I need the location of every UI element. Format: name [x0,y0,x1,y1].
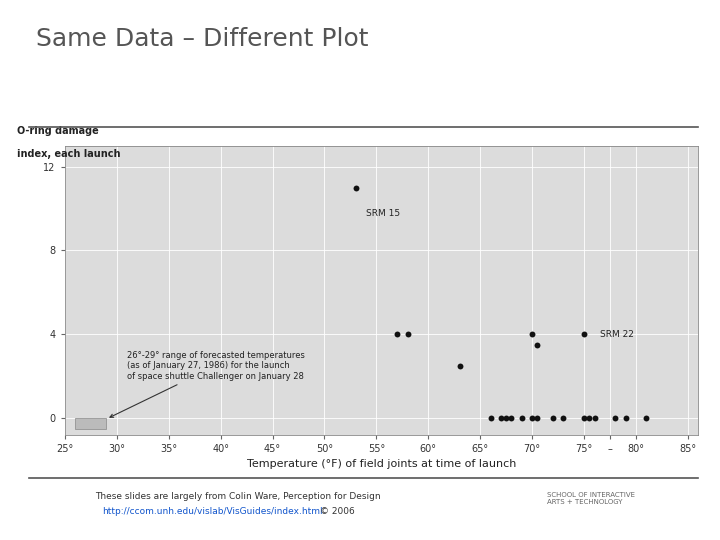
Text: 26°-29° range of forecasted temperatures
(as of January 27, 1986) for the launch: 26°-29° range of forecasted temperatures… [110,351,305,417]
Point [578,414,590,422]
Bar [75,418,107,429]
Text: index, each launch: index, each launch [17,148,121,159]
Text: SRM 15: SRM 15 [366,208,400,218]
Point [531,414,543,422]
Point [526,330,538,339]
Point [641,414,652,422]
Point [578,330,590,339]
Point [531,340,543,349]
Point [495,414,507,422]
Point [526,414,538,422]
Point [584,414,595,422]
Point [547,414,559,422]
Point [350,184,361,192]
Point [557,414,569,422]
Point [500,414,512,422]
Text: © 2006: © 2006 [320,507,355,516]
Point [610,414,621,422]
Point [620,414,631,422]
Point [392,330,403,339]
Point [454,361,465,370]
Point [402,330,413,339]
Point [516,414,528,422]
Text: These slides are largely from Colin Ware, Perception for Design: These slides are largely from Colin Ware… [95,492,380,502]
Text: O-ring damage: O-ring damage [17,126,99,136]
Point [505,414,517,422]
Text: SRM 22: SRM 22 [600,330,634,339]
Text: SCHOOL OF INTERACTIVE
ARTS + TECHNOLOGY: SCHOOL OF INTERACTIVE ARTS + TECHNOLOGY [547,492,635,505]
Text: Same Data – Different Plot: Same Data – Different Plot [36,27,369,51]
Text: http://ccom.unh.edu/vislab/VisGuides/index.html: http://ccom.unh.edu/vislab/VisGuides/ind… [102,507,323,516]
Point [485,414,496,422]
X-axis label: Temperature (°F) of field joints at time of launch: Temperature (°F) of field joints at time… [247,460,516,469]
Point [589,414,600,422]
